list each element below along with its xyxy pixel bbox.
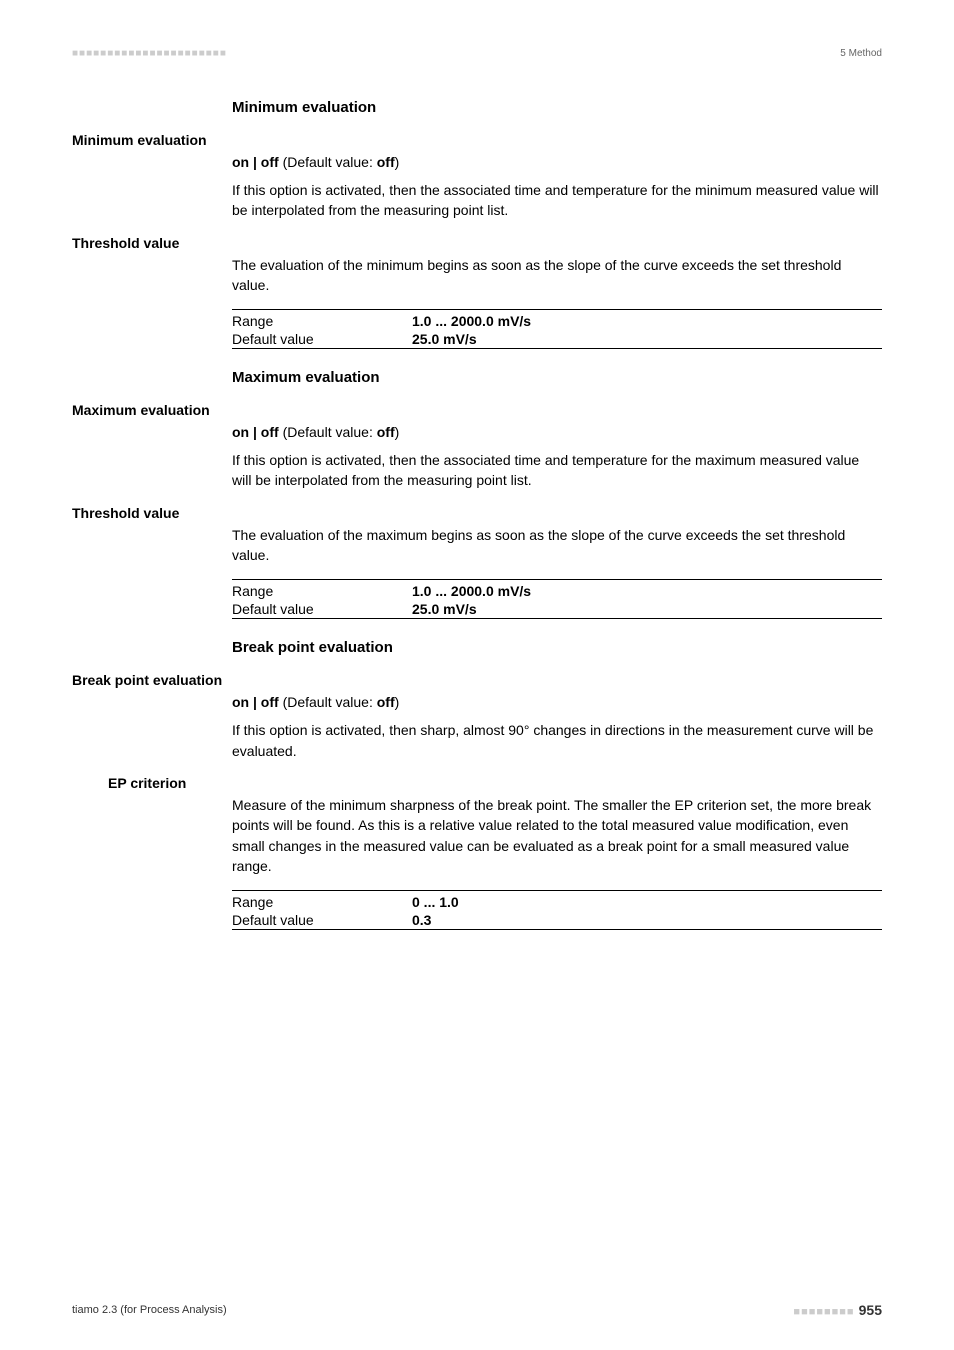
minimum-spec-table: Range 1.0 ... 2000.0 mV/s Default value … — [232, 309, 882, 349]
breakpoint-default-val: off — [377, 694, 395, 710]
maximum-default-val: off — [377, 424, 395, 440]
maximum-param-row: Maximum evaluation — [72, 402, 882, 418]
rule — [232, 348, 882, 349]
page-header: ■■■■■■■■■■■■■■■■■■■■■■ 5 Method — [72, 48, 882, 59]
breakpoint-default-spec-val: 0.3 — [412, 912, 431, 928]
rule — [232, 929, 882, 930]
maximum-threshold-desc: The evaluation of the maximum begins as … — [232, 525, 882, 566]
maximum-param-label: Maximum evaluation — [72, 402, 232, 418]
footer-right: ■■■■■■■■ 955 — [793, 1302, 882, 1318]
minimum-default-val: off — [377, 154, 395, 170]
minimum-param-row: Minimum evaluation — [72, 132, 882, 148]
breakpoint-heading: Break point evaluation — [232, 639, 882, 656]
maximum-default-line: on | off (Default value: off) — [232, 424, 882, 440]
maximum-default-prefix: on | off — [232, 424, 279, 440]
maximum-range-key: Range — [232, 583, 412, 599]
breakpoint-default-suffix: ) — [395, 694, 400, 710]
breakpoint-desc: If this option is activated, then sharp,… — [232, 720, 882, 761]
breakpoint-param-row: Break point evaluation — [72, 672, 882, 688]
minimum-default-suffix: ) — [395, 154, 400, 170]
maximum-threshold-row: Threshold value — [72, 505, 882, 521]
footer-dots: ■■■■■■■■ — [793, 1306, 858, 1318]
minimum-desc: If this option is activated, then the as… — [232, 180, 882, 221]
minimum-heading: Minimum evaluation — [232, 99, 882, 116]
minimum-default-line: on | off (Default value: off) — [232, 154, 882, 170]
minimum-threshold-desc: The evaluation of the minimum begins as … — [232, 255, 882, 296]
breakpoint-range-key: Range — [232, 894, 412, 910]
minimum-default-key: Default value — [232, 331, 412, 347]
minimum-default-prefix: on | off — [232, 154, 279, 170]
minimum-param-label: Minimum evaluation — [72, 132, 232, 148]
minimum-default-mid: (Default value: — [279, 154, 377, 170]
breakpoint-range-row: Range 0 ... 1.0 — [232, 893, 882, 911]
page: ■■■■■■■■■■■■■■■■■■■■■■ 5 Method Minimum … — [0, 0, 954, 1350]
breakpoint-param-label: Break point evaluation — [72, 672, 232, 688]
ep-criterion-label: EP criterion — [72, 775, 268, 791]
minimum-threshold-row: Threshold value — [72, 235, 882, 251]
maximum-default-mid: (Default value: — [279, 424, 377, 440]
ep-criterion-desc: Measure of the minimum sharpness of the … — [232, 795, 882, 876]
header-marks: ■■■■■■■■■■■■■■■■■■■■■■ — [72, 48, 227, 59]
maximum-heading: Maximum evaluation — [232, 369, 882, 386]
footer-left: tiamo 2.3 (for Process Analysis) — [72, 1304, 227, 1316]
maximum-default-key: Default value — [232, 601, 412, 617]
minimum-range-row: Range 1.0 ... 2000.0 mV/s — [232, 312, 882, 330]
minimum-range-key: Range — [232, 313, 412, 329]
maximum-range-row: Range 1.0 ... 2000.0 mV/s — [232, 582, 882, 600]
header-section: 5 Method — [840, 48, 882, 59]
minimum-range-val: 1.0 ... 2000.0 mV/s — [412, 313, 531, 329]
breakpoint-range-val: 0 ... 1.0 — [412, 894, 459, 910]
rule — [232, 579, 882, 580]
minimum-default-row: Default value 25.0 mV/s — [232, 330, 882, 348]
maximum-default-row: Default value 25.0 mV/s — [232, 600, 882, 618]
page-footer: tiamo 2.3 (for Process Analysis) ■■■■■■■… — [72, 1302, 882, 1318]
footer-pagenum: 955 — [859, 1302, 882, 1318]
maximum-desc: If this option is activated, then the as… — [232, 450, 882, 491]
breakpoint-default-row: Default value 0.3 — [232, 911, 882, 929]
ep-criterion-row: EP criterion — [72, 775, 882, 791]
maximum-default-spec-val: 25.0 mV/s — [412, 601, 477, 617]
maximum-spec-table: Range 1.0 ... 2000.0 mV/s Default value … — [232, 579, 882, 619]
breakpoint-default-line: on | off (Default value: off) — [232, 694, 882, 710]
breakpoint-default-prefix: on | off — [232, 694, 279, 710]
maximum-default-suffix: ) — [395, 424, 400, 440]
breakpoint-default-mid: (Default value: — [279, 694, 377, 710]
maximum-range-val: 1.0 ... 2000.0 mV/s — [412, 583, 531, 599]
minimum-threshold-label: Threshold value — [72, 235, 232, 251]
rule — [232, 890, 882, 891]
rule — [232, 618, 882, 619]
rule — [232, 309, 882, 310]
breakpoint-spec-table: Range 0 ... 1.0 Default value 0.3 — [232, 890, 882, 930]
maximum-threshold-label: Threshold value — [72, 505, 232, 521]
breakpoint-default-key: Default value — [232, 912, 412, 928]
minimum-default-spec-val: 25.0 mV/s — [412, 331, 477, 347]
